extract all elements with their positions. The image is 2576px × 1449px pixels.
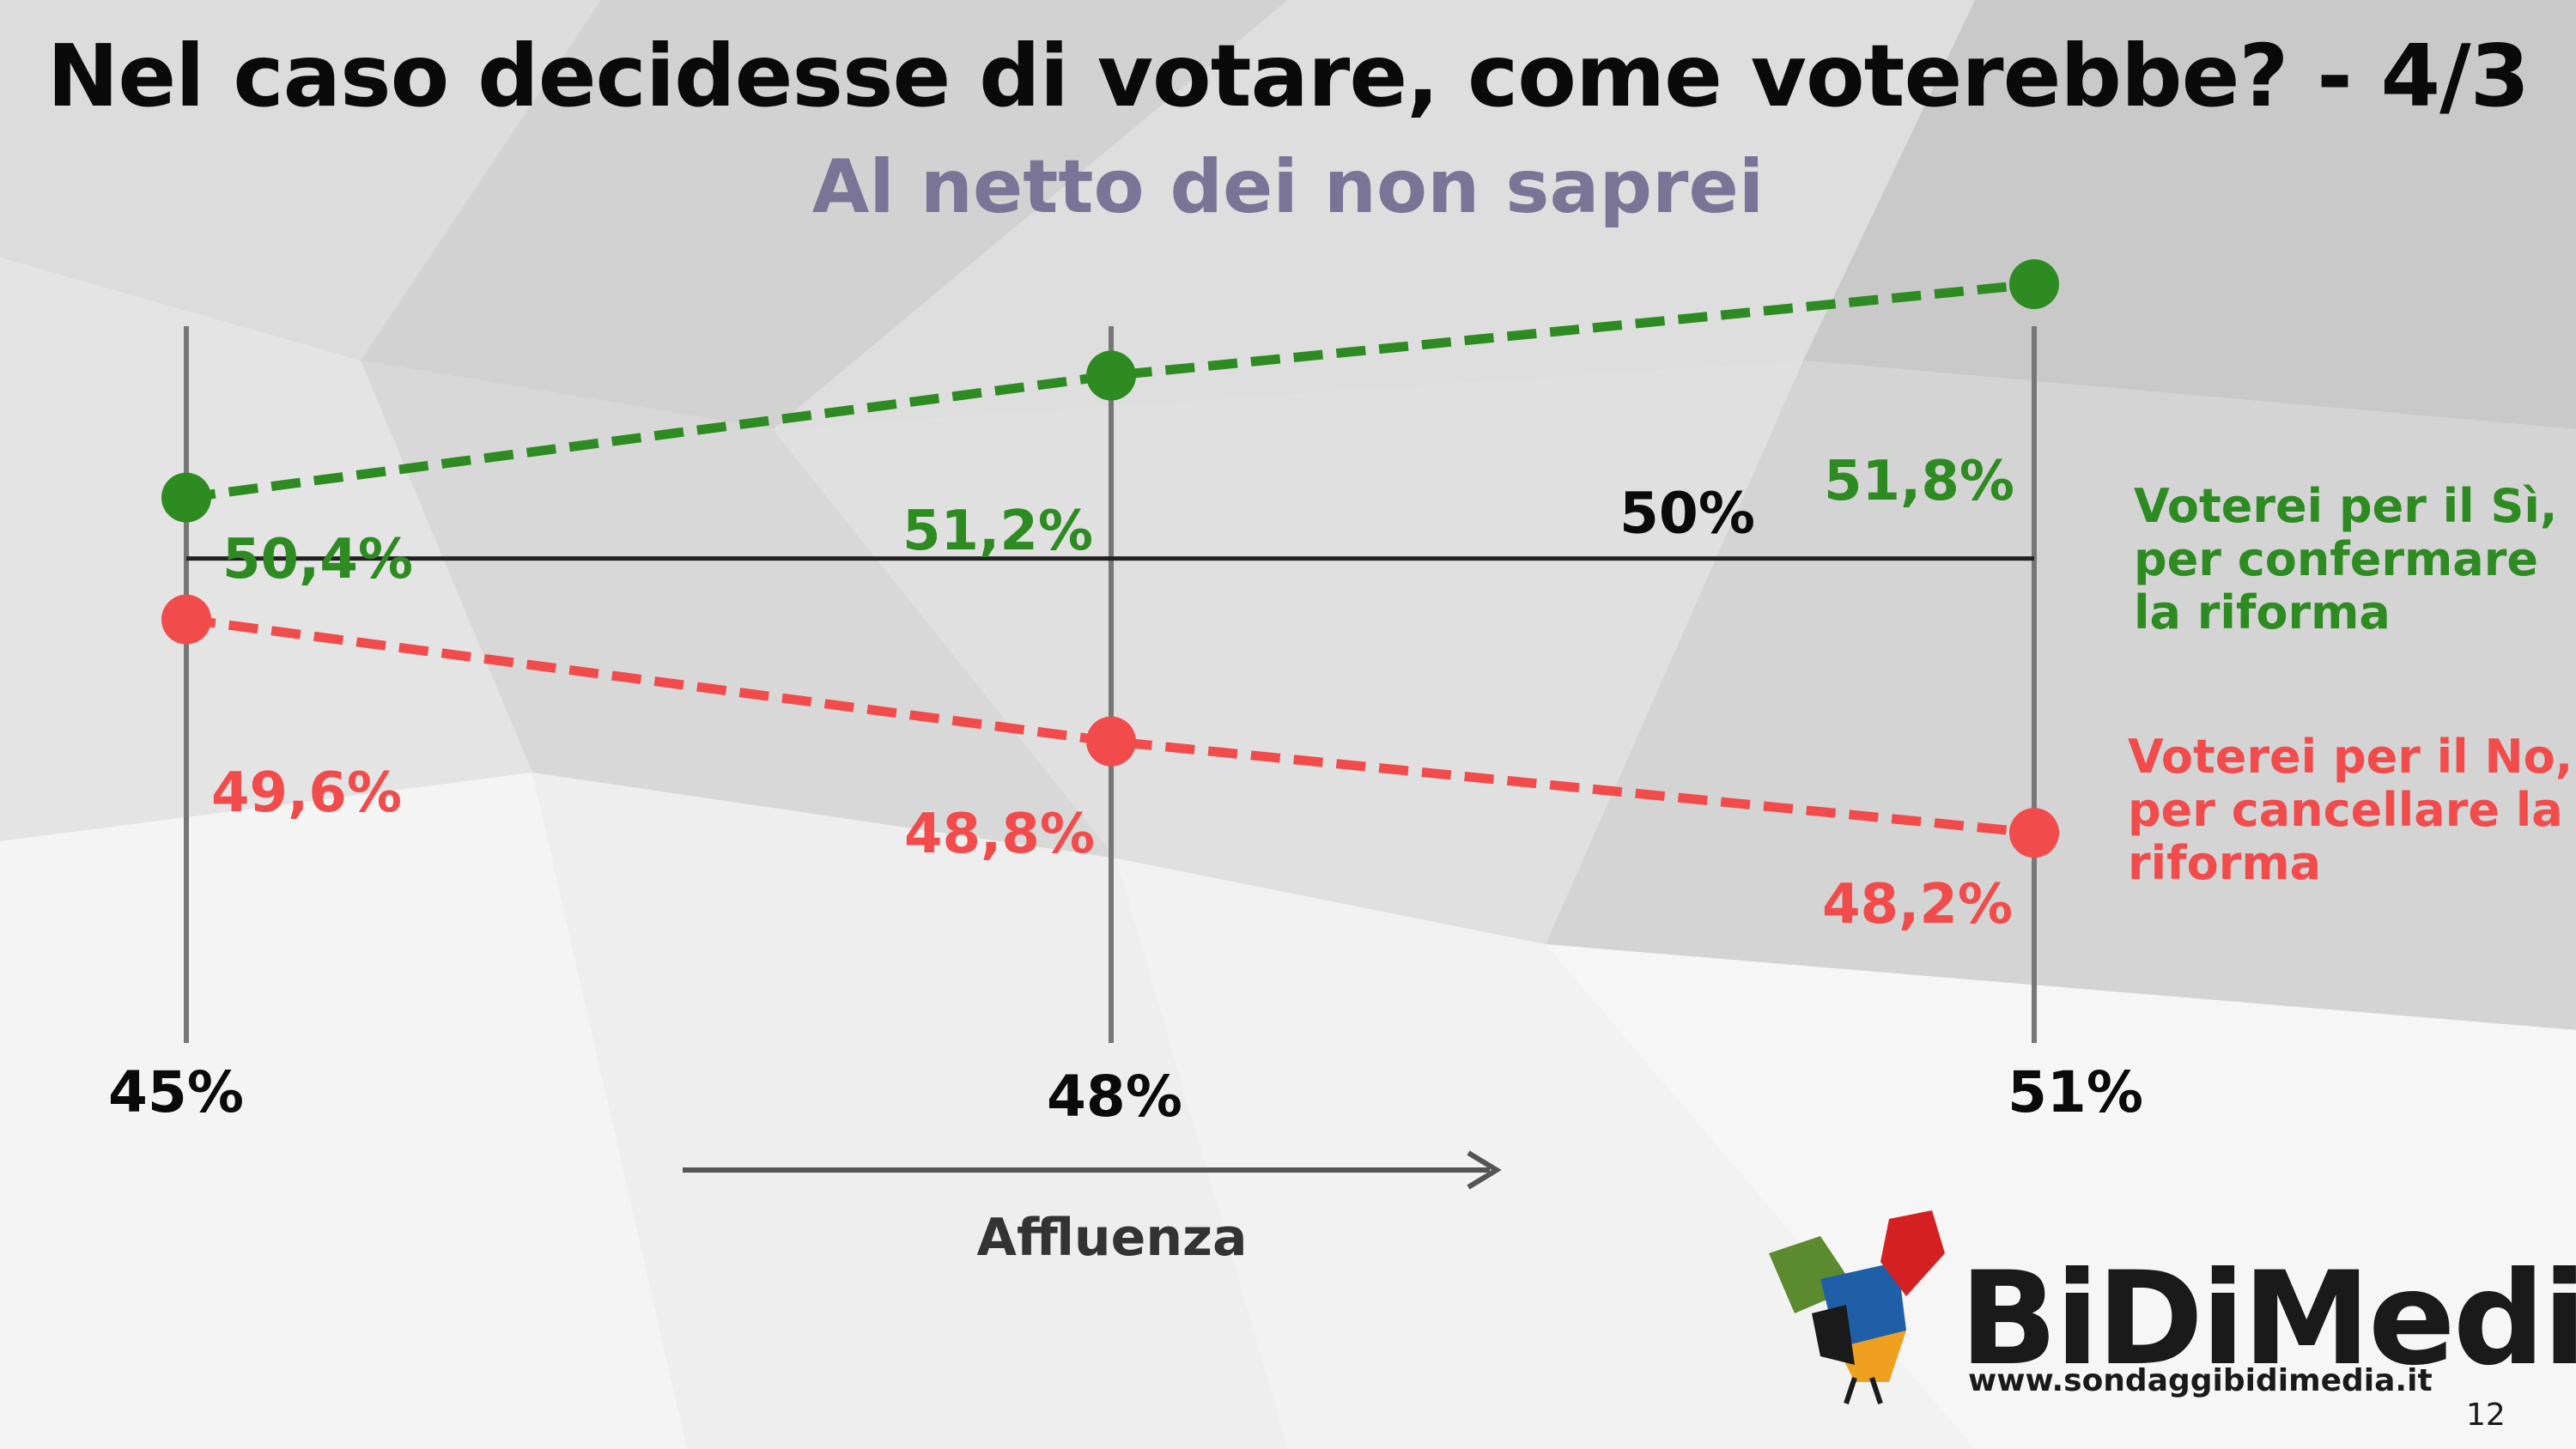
data-label-1-2: 48,2% (1822, 873, 2013, 937)
legend-0-line-2: la riforma (2134, 585, 2391, 640)
legend-0-line-0: Voterei per il Sì, (2134, 479, 2557, 533)
data-label-1-1: 48,8% (904, 803, 1095, 866)
data-label-1-0: 49,6% (211, 761, 402, 825)
rooster-logo-icon (1769, 1210, 1945, 1404)
x-tick-label-0: 45% (108, 1059, 244, 1125)
chart-subtitle: Al netto dei non saprei (811, 144, 1765, 230)
data-point-1-0 (161, 594, 211, 645)
chart-title: Nel caso decidesse di votare, come voter… (46, 26, 2530, 126)
legend-1-line-1: per cancellare la (2128, 783, 2563, 837)
logo-wordmark: BiDiMedia (1959, 1245, 2576, 1394)
x-tick-label-1: 48% (1047, 1064, 1182, 1130)
logo-url: www.sondaggibidimedia.it (1968, 1363, 2433, 1398)
data-label-0-2: 51,8% (1824, 450, 2014, 513)
data-point-1-1 (1086, 716, 1136, 767)
legend-1-line-0: Voterei per il No, (2128, 730, 2573, 784)
data-label-0-1: 51,2% (902, 500, 1093, 563)
page-number: 12 (2466, 1397, 2506, 1433)
legend-0-line-1: per confermare (2134, 532, 2538, 586)
data-point-0-1 (1086, 350, 1136, 401)
data-point-0-0 (161, 472, 211, 523)
reference-line-label: 50% (1619, 481, 1755, 547)
data-label-0-0: 50,4% (222, 528, 413, 591)
x-tick-label-2: 51% (2008, 1059, 2143, 1125)
data-point-1-2 (2009, 808, 2059, 858)
x-axis-label: Affluenza (977, 1208, 1248, 1268)
legend-1-line-2: riforma (2128, 836, 2321, 890)
series-line-1 (185, 615, 2035, 838)
series-line-0 (185, 279, 2035, 503)
data-point-0-2 (2009, 259, 2059, 310)
x-axis-arrow-head-icon (1467, 1150, 1502, 1190)
